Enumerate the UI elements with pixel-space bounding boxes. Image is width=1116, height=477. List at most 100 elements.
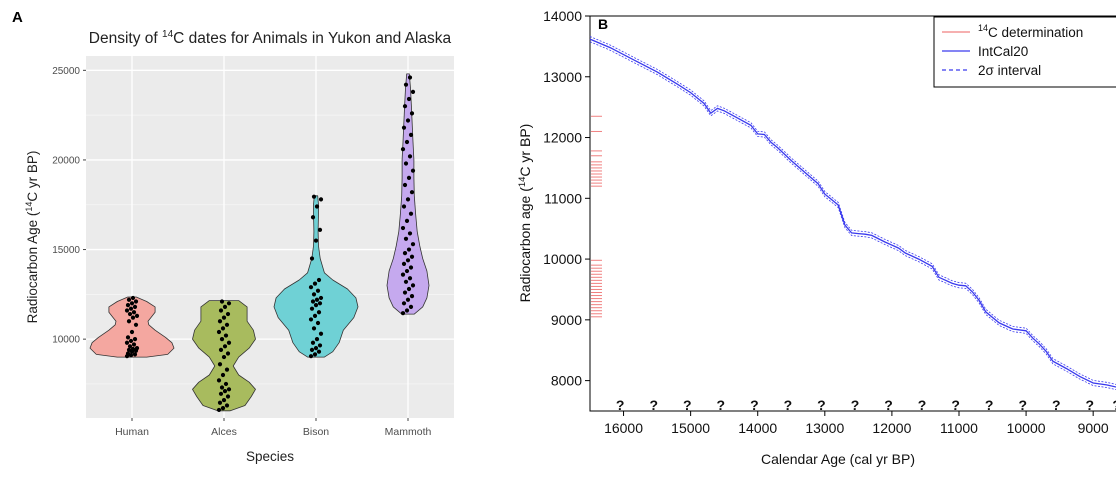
x-tick-label: 10000 bbox=[1007, 420, 1046, 436]
unknown-marker: ? bbox=[683, 397, 692, 413]
data-point bbox=[405, 297, 411, 302]
legend-label: 2σ interval bbox=[978, 63, 1041, 78]
data-point bbox=[309, 347, 315, 353]
data-point bbox=[310, 215, 316, 220]
data-point bbox=[317, 343, 323, 348]
data-point bbox=[219, 337, 225, 342]
data-point bbox=[134, 346, 140, 351]
c14-determination-rug bbox=[591, 115, 602, 318]
data-point bbox=[308, 285, 314, 290]
data-point bbox=[403, 236, 409, 241]
data-point bbox=[133, 322, 139, 327]
legend-box bbox=[933, 16, 1116, 88]
data-point bbox=[311, 326, 317, 331]
data-point bbox=[125, 351, 131, 356]
data-point bbox=[128, 338, 134, 344]
legend-label: 14C determination bbox=[978, 23, 1083, 40]
x-tick-label: 13000 bbox=[805, 420, 844, 436]
data-point bbox=[125, 302, 131, 308]
data-point bbox=[226, 340, 232, 345]
y-axis-label: Radiocarbon age (14C yr BP) bbox=[517, 124, 533, 303]
x-tick-label: Bison bbox=[303, 426, 329, 438]
data-point bbox=[315, 288, 321, 293]
data-point bbox=[410, 242, 416, 247]
y-axis-ticks: 8000 9000 10000 11000 12000 13000 14000 bbox=[543, 8, 590, 389]
data-point bbox=[310, 340, 316, 345]
data-point bbox=[317, 301, 323, 306]
violins bbox=[89, 73, 430, 413]
data-point bbox=[129, 301, 135, 306]
data-point bbox=[311, 194, 317, 199]
data-point bbox=[409, 294, 415, 299]
data-point bbox=[402, 104, 408, 109]
data-point bbox=[220, 406, 226, 411]
y-tick-label: 9000 bbox=[551, 312, 582, 328]
data-point bbox=[132, 337, 138, 342]
calibration-chart-panel: B 8000 9000 10000 11000 12000 13000 14000 1600… bbox=[512, 0, 1116, 472]
unknown-marker: ? bbox=[817, 397, 826, 413]
unknown-marker: ? bbox=[750, 397, 759, 413]
data-point bbox=[134, 313, 140, 318]
data-point bbox=[133, 299, 139, 304]
data-point bbox=[404, 218, 410, 223]
data-point bbox=[403, 161, 409, 166]
legend-label: IntCal20 bbox=[978, 44, 1028, 59]
data-point bbox=[408, 265, 414, 270]
violin-chart-panel: A Density of 14C dates for Animals in Yu… bbox=[0, 0, 470, 472]
data-point bbox=[132, 352, 138, 357]
data-point bbox=[312, 281, 318, 286]
data-point bbox=[311, 292, 317, 297]
data-point bbox=[309, 306, 315, 311]
data-point bbox=[408, 132, 414, 137]
data-point bbox=[221, 354, 227, 360]
data-point bbox=[406, 96, 412, 102]
data-point bbox=[400, 147, 406, 152]
chart-title: Density of 14C dates for Animals in Yuko… bbox=[89, 29, 452, 47]
unknown-marker: ? bbox=[985, 397, 994, 413]
unknown-marker: ? bbox=[616, 397, 625, 413]
data-point bbox=[218, 347, 224, 353]
data-point bbox=[401, 204, 407, 209]
data-point bbox=[216, 407, 222, 413]
y-tick-label: 12000 bbox=[543, 130, 582, 146]
y-axis-ticks: 10000 15000 20000 25000 bbox=[52, 66, 86, 346]
data-point bbox=[405, 118, 411, 123]
data-point bbox=[223, 333, 229, 338]
data-point bbox=[131, 310, 137, 315]
data-point bbox=[218, 391, 224, 396]
data-point bbox=[225, 311, 231, 317]
data-point bbox=[407, 75, 413, 80]
unknown-marker: ? bbox=[784, 397, 793, 413]
data-point bbox=[312, 313, 318, 318]
data-point bbox=[408, 211, 414, 216]
data-point bbox=[224, 322, 230, 327]
data-point bbox=[220, 372, 226, 378]
y-tick-label: 10000 bbox=[543, 251, 582, 267]
unknown-marker: ? bbox=[1052, 397, 1061, 413]
y-tick-label: 15000 bbox=[52, 245, 80, 256]
x-axis-label: Calendar Age (cal yr BP) bbox=[761, 451, 915, 467]
intcal20-curve bbox=[589, 36, 1116, 391]
calibration-chart-svg: B 8000 9000 10000 11000 12000 13000 14000 1600… bbox=[517, 8, 1116, 467]
sigma-upper-line bbox=[589, 36, 1116, 385]
data-point bbox=[126, 319, 132, 324]
data-point bbox=[218, 308, 224, 313]
unknown-marker: ? bbox=[951, 397, 960, 413]
y-tick-label: 25000 bbox=[52, 66, 80, 77]
data-point bbox=[216, 329, 222, 335]
data-point bbox=[314, 204, 320, 209]
data-point bbox=[222, 389, 228, 394]
panel-label-a: A bbox=[12, 9, 23, 26]
data-point bbox=[403, 279, 409, 284]
unknown-marker: ? bbox=[717, 397, 726, 413]
data-point bbox=[402, 290, 408, 295]
data-point bbox=[316, 310, 322, 315]
x-tick-label: 15000 bbox=[671, 420, 710, 436]
data-point bbox=[131, 342, 137, 347]
data-point bbox=[403, 82, 409, 87]
y-axis-label: Radiocarbon Age (14C yr BP) bbox=[24, 151, 40, 324]
data-point bbox=[124, 308, 130, 313]
unknown-marker: ? bbox=[1112, 397, 1116, 413]
data-point bbox=[130, 295, 136, 301]
x-axis-label: Species bbox=[246, 449, 294, 464]
